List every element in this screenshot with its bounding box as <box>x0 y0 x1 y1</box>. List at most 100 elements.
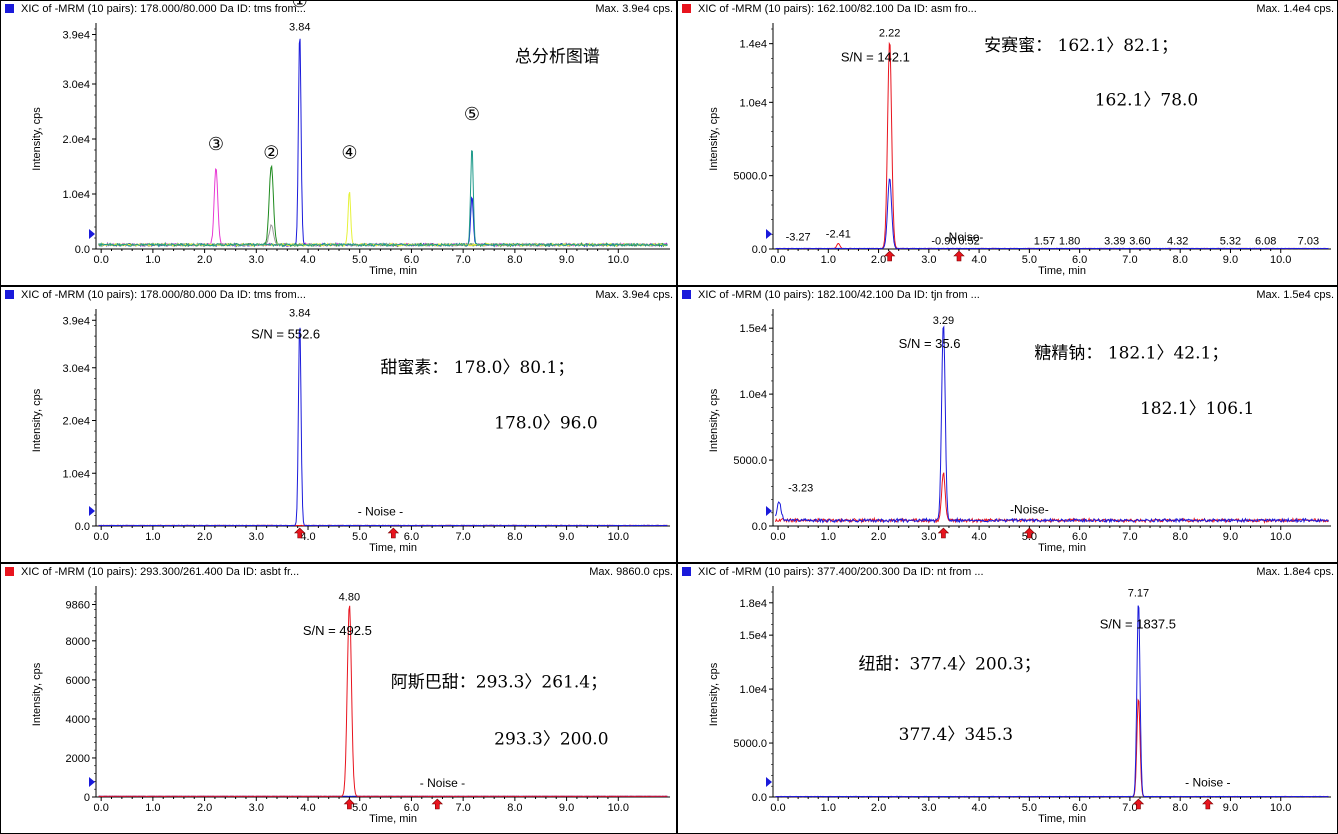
noise-marker-arrow-icon <box>937 527 950 539</box>
noise-marker-arrow-icon <box>953 250 965 262</box>
peak-label: 1.57 <box>1034 236 1055 248</box>
peak-label: 3.39 <box>1104 236 1125 248</box>
trace-color-square-icon <box>682 567 691 576</box>
x-tick-label: 2.0 <box>197 531 212 543</box>
x-tick-label: 7.0 <box>1122 802 1137 814</box>
panel-header: XIC of -MRM (10 pairs): 377.400/200.300 … <box>678 564 1337 580</box>
panel-max-intensity: Max. 3.9e4 cps. <box>595 3 673 15</box>
start-marker-icon <box>766 229 772 239</box>
x-tick-label: 10.0 <box>1270 254 1291 266</box>
signal-to-noise-label: S/N = 35.6 <box>899 336 961 351</box>
compound-annotation: 182.1〉106.1 <box>1140 399 1254 419</box>
x-tick-label: 2.0 <box>871 802 886 814</box>
chromatogram-trace <box>775 178 1329 250</box>
peak-label: 1.80 <box>1059 236 1080 248</box>
y-axis-title: Intensity, cps <box>708 662 720 726</box>
x-tick-label: 9.0 <box>559 254 574 266</box>
x-tick-label: 7.0 <box>456 254 471 266</box>
panel-max-intensity: Max. 1.5e4 cps. <box>1256 289 1334 301</box>
x-tick-label: 9.0 <box>559 531 574 543</box>
x-tick-label: 7.0 <box>456 802 471 814</box>
x-tick-label: 4.0 <box>300 802 315 814</box>
chromatogram-trace <box>98 38 668 248</box>
x-tick-label: 9.0 <box>1223 254 1238 266</box>
noise-marker-arrow-icon <box>1023 527 1036 539</box>
x-tick-label: 4.0 <box>300 531 315 543</box>
panel-title: XIC of -MRM (10 pairs): 178.000/80.000 D… <box>21 289 306 301</box>
y-tick-label: 0.0 <box>75 244 90 256</box>
panel-title: XIC of -MRM (10 pairs): 162.100/82.100 D… <box>698 3 977 15</box>
x-axis-title: Time, min <box>1038 265 1086 277</box>
x-tick-label: 5.0 <box>352 802 367 814</box>
x-axis-title: Time, min <box>1038 542 1086 554</box>
x-tick-label: 3.0 <box>921 531 936 543</box>
trace-color-square-icon <box>5 290 14 299</box>
peak-label: 3.29 <box>933 315 954 327</box>
noise-marker-arrow-icon <box>431 798 444 810</box>
x-tick-label: 3.0 <box>921 802 936 814</box>
panel-header: XIC of -MRM (10 pairs): 178.000/80.000 D… <box>1 1 676 17</box>
peak-label: -2.41 <box>826 229 851 241</box>
compound-annotation: 甜蜜素： 178.0〉80.1； <box>380 358 574 378</box>
x-tick-label: 4.0 <box>971 802 986 814</box>
peak-label: -3.23 <box>788 483 813 495</box>
x-tick-label: 5.0 <box>352 531 367 543</box>
signal-to-noise-label: S/N = 142.1 <box>841 49 910 64</box>
y-tick-label: 1.4e4 <box>739 39 767 51</box>
x-tick-label: 6.0 <box>1072 254 1087 266</box>
chromatogram-panel: XIC of -MRM (10 pairs): 182.100/42.100 D… <box>677 286 1338 563</box>
start-marker-icon <box>766 506 772 516</box>
x-tick-label: 5.0 <box>1022 254 1037 266</box>
peak-label: 0.52 <box>958 236 979 248</box>
x-tick-label: 0.0 <box>94 254 109 266</box>
compound-annotation: 安赛蜜： 162.1〉82.1； <box>984 35 1178 56</box>
x-axis-title: Time, min <box>369 813 417 825</box>
x-axis-title: Time, min <box>1038 813 1086 825</box>
peak-label: 5.32 <box>1220 236 1241 248</box>
x-tick-label: 1.0 <box>821 802 836 814</box>
compound-number-label: ④ <box>341 142 357 163</box>
y-tick-label: 1.0e4 <box>62 468 90 480</box>
chromatogram-trace <box>98 167 668 248</box>
compound-number-label: ① <box>292 1 308 12</box>
start-marker-icon <box>89 506 95 516</box>
y-tick-label: 9860 <box>66 599 90 611</box>
chromatogram-panel: XIC of -MRM (10 pairs): 178.000/80.000 D… <box>0 0 677 286</box>
chromatogram-trace <box>98 327 668 527</box>
y-tick-label: 0.0 <box>75 521 90 533</box>
y-tick-label: 5000.0 <box>733 455 767 467</box>
x-tick-label: 6.0 <box>1072 802 1087 814</box>
chromatogram-svg: 0.0 1.0 2.0 3.0 4.0 5.0 6.0 7.0 8.0 9.0 10.0 0.0 500… <box>708 586 1331 825</box>
y-tick-label: 2000 <box>66 753 90 765</box>
x-tick-label: 8.0 <box>507 531 522 543</box>
peak-label: 2.22 <box>879 28 900 40</box>
chromatogram-trace <box>98 164 668 248</box>
x-tick-label: 9.0 <box>559 802 574 814</box>
x-tick-label: 1.0 <box>821 254 836 266</box>
x-tick-label: 2.0 <box>197 802 212 814</box>
x-tick-label: 7.0 <box>1122 531 1137 543</box>
peak-label: 3.84 <box>289 307 310 319</box>
chromatogram-trace <box>775 325 1329 524</box>
chromatogram-trace <box>775 698 1329 798</box>
noise-label: -Noise- <box>945 230 984 244</box>
compound-annotation: 纽甜：377.4〉200.3； <box>858 655 1040 675</box>
x-tick-label: 0.0 <box>770 802 785 814</box>
y-tick-label: 0 <box>84 792 90 804</box>
noise-label: - Noise - <box>420 776 465 790</box>
compound-number-label: ③ <box>208 134 224 155</box>
y-axis-title: Intensity, cps <box>31 662 43 726</box>
x-tick-label: 8.0 <box>507 254 522 266</box>
y-tick-label: 3.9e4 <box>62 30 90 42</box>
compound-annotation: 糖精钠： 182.1〉42.1； <box>1034 344 1228 364</box>
x-tick-label: 8.0 <box>1173 531 1188 543</box>
panel-header: XIC of -MRM (10 pairs): 182.100/42.100 D… <box>678 287 1337 303</box>
peak-label: 3.84 <box>289 22 310 34</box>
start-marker-icon <box>89 777 95 787</box>
panel-max-intensity: Max. 1.8e4 cps. <box>1256 566 1334 578</box>
y-tick-label: 5000.0 <box>733 738 767 750</box>
compound-number-label: ② <box>263 142 279 163</box>
noise-label: - Noise - <box>358 505 403 519</box>
y-tick-label: 8000 <box>66 636 90 648</box>
chromatogram-trace <box>98 192 668 248</box>
